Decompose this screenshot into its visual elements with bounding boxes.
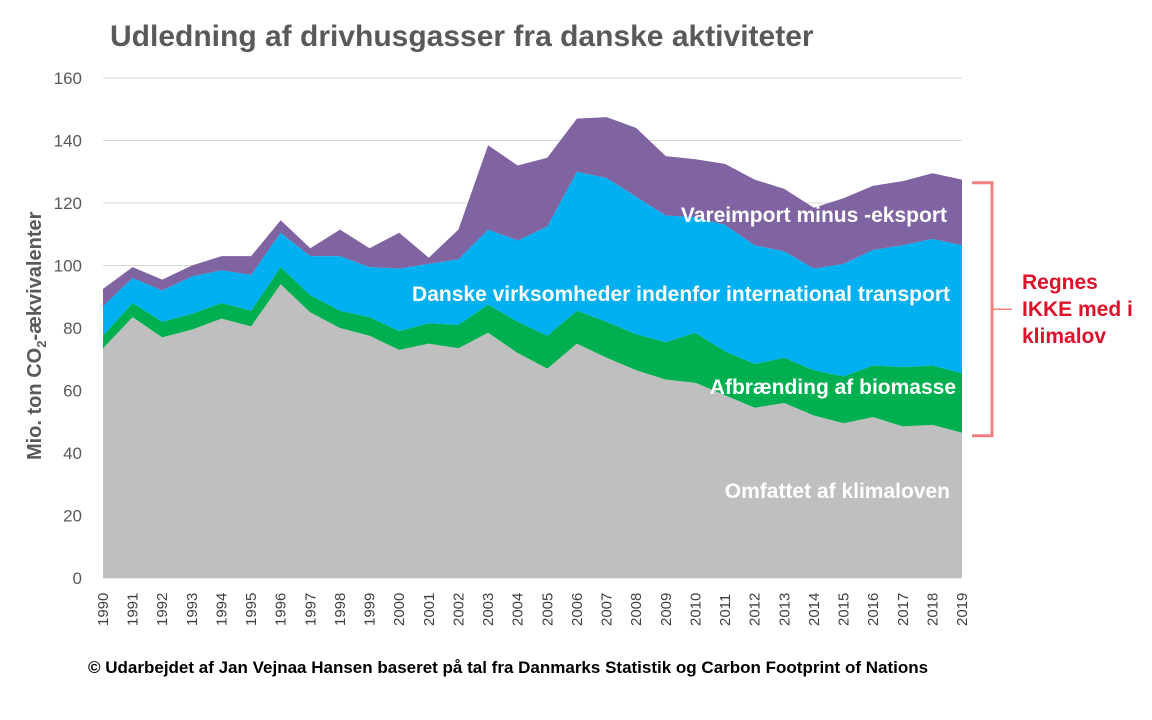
x-tick-label: 2011	[717, 594, 734, 626]
x-tick-label: 1997	[302, 593, 319, 626]
x-tick-label: 1991	[125, 593, 142, 626]
y-tick-label: 100	[54, 257, 82, 276]
y-tick-label: 20	[63, 507, 82, 526]
series-label-transport: Danske virksomheder indenfor internation…	[412, 283, 950, 306]
footer-credit: © Udarbejdet af Jan Vejnaa Hansen basere…	[88, 658, 928, 677]
bracket-text-line-2: IKKE med i	[1022, 298, 1133, 321]
y-axis-label-main: Mio. ton CO	[24, 348, 46, 460]
x-tick-label: 2008	[628, 593, 645, 626]
x-tick-label: 2010	[687, 593, 704, 626]
y-axis-label-end: -ækvivalenter	[24, 211, 46, 340]
chart-title: Udledning af drivhusgasser fra danske ak…	[110, 20, 814, 53]
x-tick-label: 1998	[332, 593, 349, 626]
x-tick-label: 2014	[806, 593, 823, 626]
y-tick-label: 80	[63, 319, 82, 338]
y-axis-label: Mio. ton CO2-ækvivalenter	[24, 211, 49, 460]
x-tick-label: 1996	[273, 593, 290, 626]
area-series-0	[103, 284, 962, 578]
x-tick-label: 2012	[747, 593, 764, 626]
area-series	[103, 117, 962, 578]
x-tick-label: 2018	[924, 593, 941, 626]
bracket-text: Regnes IKKE med i klimalov	[1022, 271, 1133, 348]
y-tick-label: 160	[54, 69, 82, 88]
x-tick-label: 1992	[154, 593, 171, 626]
x-tick-label: 2004	[510, 593, 527, 626]
x-tick-label: 2016	[865, 593, 882, 626]
x-tick-label: 1999	[362, 593, 379, 626]
x-tick-label: 1993	[184, 593, 201, 626]
x-tick-label: 2006	[569, 593, 586, 626]
y-tick-label: 140	[54, 132, 82, 151]
area-series-2	[103, 171, 962, 377]
x-tick-label: 2015	[836, 593, 853, 626]
x-tick-label: 2000	[391, 593, 408, 626]
y-tick-label: 120	[54, 194, 82, 213]
x-tick-label: 2019	[954, 593, 971, 626]
y-tick-label: 40	[63, 444, 82, 463]
bracket-line	[972, 181, 994, 438]
x-tick-label: 2009	[658, 593, 675, 626]
x-tick-label: 2001	[421, 593, 438, 626]
series-labels: Vareimport minus -eksport Danske virksom…	[412, 204, 956, 503]
x-tick-label: 2005	[539, 593, 556, 626]
series-label-biomass: Afbrænding af biomasse	[710, 376, 956, 399]
x-tick-label: 2017	[895, 593, 912, 626]
x-tick-label: 2003	[480, 593, 497, 626]
x-tick-label: 1995	[243, 593, 260, 626]
y-tick-label: 0	[73, 569, 82, 588]
x-axis-ticks: 1990 1991 1992 1993 1994 1995 1996 1997 1998 1999…	[95, 593, 971, 626]
x-tick-label: 1994	[214, 593, 231, 626]
area-series-1	[103, 267, 962, 433]
bracket-annotation	[972, 181, 1012, 438]
series-label-import: Vareimport minus -eksport	[681, 204, 947, 227]
bracket-text-line-1: Regnes	[1022, 271, 1098, 294]
y-axis-ticks: 0 20 40 60 80 100 120 140 160	[54, 69, 82, 588]
area-series-3	[103, 117, 962, 307]
y-axis-label-subscript: 2	[34, 341, 49, 348]
x-tick-label: 2002	[450, 593, 467, 626]
x-tick-label: 2007	[599, 593, 616, 626]
x-tick-label: 1990	[95, 593, 112, 626]
bracket-text-line-3: klimalov	[1022, 325, 1106, 348]
y-tick-label: 60	[63, 382, 82, 401]
x-tick-label: 2013	[776, 593, 793, 626]
series-label-climate-law: Omfattet af klimaloven	[725, 480, 950, 503]
